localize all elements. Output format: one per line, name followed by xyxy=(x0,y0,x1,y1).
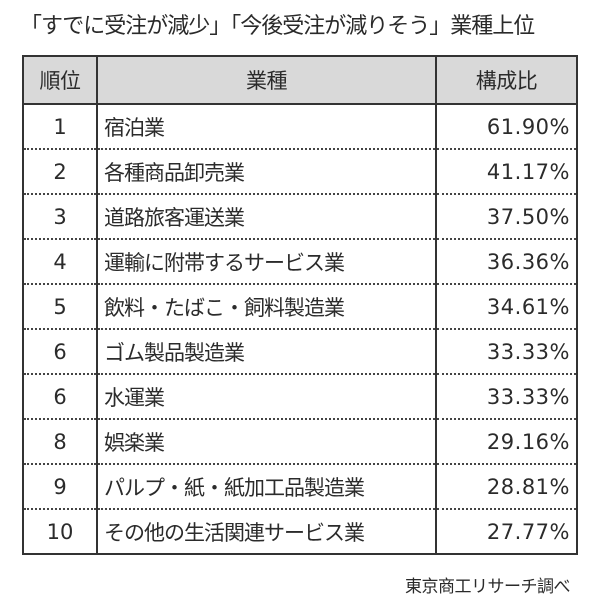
table-row: 4 運輸に附帯するサービス業 36.36% xyxy=(23,239,577,285)
industry-cell: 各種商品卸売業 xyxy=(97,149,437,195)
rank-cell: 6 xyxy=(23,374,98,420)
ratio-cell: 34.61% xyxy=(436,284,577,330)
industry-ranking-table: 順位 業種 構成比 1 宿泊業 61.90% 2 各種商品卸売業 41.17% … xyxy=(22,55,578,555)
ratio-cell: 33.33% xyxy=(436,329,577,375)
table-row: 10 その他の生活関連サービス業 27.77% xyxy=(23,509,577,554)
rank-cell: 10 xyxy=(23,509,98,554)
rank-cell: 3 xyxy=(23,194,98,240)
industry-cell: 娯楽業 xyxy=(97,419,437,465)
industry-cell: ゴム製品製造業 xyxy=(97,329,437,375)
source-credit: 東京商工リサーチ調べ xyxy=(405,577,571,597)
table-row: 6 水運業 33.33% xyxy=(23,374,577,420)
header-row: 順位 業種 構成比 xyxy=(23,56,577,105)
ratio-cell: 61.90% xyxy=(436,104,577,150)
rank-cell: 5 xyxy=(23,284,98,330)
table-row: 8 娯楽業 29.16% xyxy=(23,419,577,465)
industry-cell: 宿泊業 xyxy=(97,104,437,150)
table-row: 9 パルプ・紙・紙加工品製造業 28.81% xyxy=(23,464,577,510)
rank-cell: 1 xyxy=(23,104,98,150)
table-row: 2 各種商品卸売業 41.17% xyxy=(23,149,577,195)
ratio-cell: 27.77% xyxy=(486,519,570,544)
table-row: 1 宿泊業 61.90% xyxy=(23,104,577,150)
industry-cell: 水運業 xyxy=(97,374,437,420)
table-row: 6 ゴム製品製造業 33.33% xyxy=(23,329,577,375)
ratio-cell: 36.36% xyxy=(436,239,577,285)
rank-cell: 2 xyxy=(23,149,98,195)
table-title: 「すでに受注が減少」「今後受注が減りそう」業種上位 xyxy=(20,14,535,39)
industry-cell: パルプ・紙・紙加工品製造業 xyxy=(97,464,437,510)
industry-cell: 運輸に附帯するサービス業 xyxy=(97,239,437,285)
industry-cell: その他の生活関連サービス業 xyxy=(97,509,437,554)
header-rank: 順位 xyxy=(23,56,98,105)
industry-cell: 道路旅客運送業 xyxy=(97,194,437,240)
rank-cell: 4 xyxy=(23,239,98,285)
rank-cell: 6 xyxy=(23,329,98,375)
ratio-cell: 29.16% xyxy=(436,419,577,465)
ratio-cell: 41.17% xyxy=(436,149,577,195)
industry-cell: 飲料・たばこ・飼料製造業 xyxy=(97,284,437,330)
ratio-cell: 37.50% xyxy=(436,194,577,240)
rank-cell: 8 xyxy=(23,419,98,465)
table-row: 5 飲料・たばこ・飼料製造業 34.61% xyxy=(23,284,577,330)
header-ratio: 構成比 xyxy=(436,56,577,105)
ratio-cell: 33.33% xyxy=(436,374,577,420)
table-row: 3 道路旅客運送業 37.50% xyxy=(23,194,577,240)
header-industry: 業種 xyxy=(97,56,437,105)
rank-cell: 9 xyxy=(23,464,98,510)
ratio-cell: 28.81% xyxy=(436,464,577,510)
